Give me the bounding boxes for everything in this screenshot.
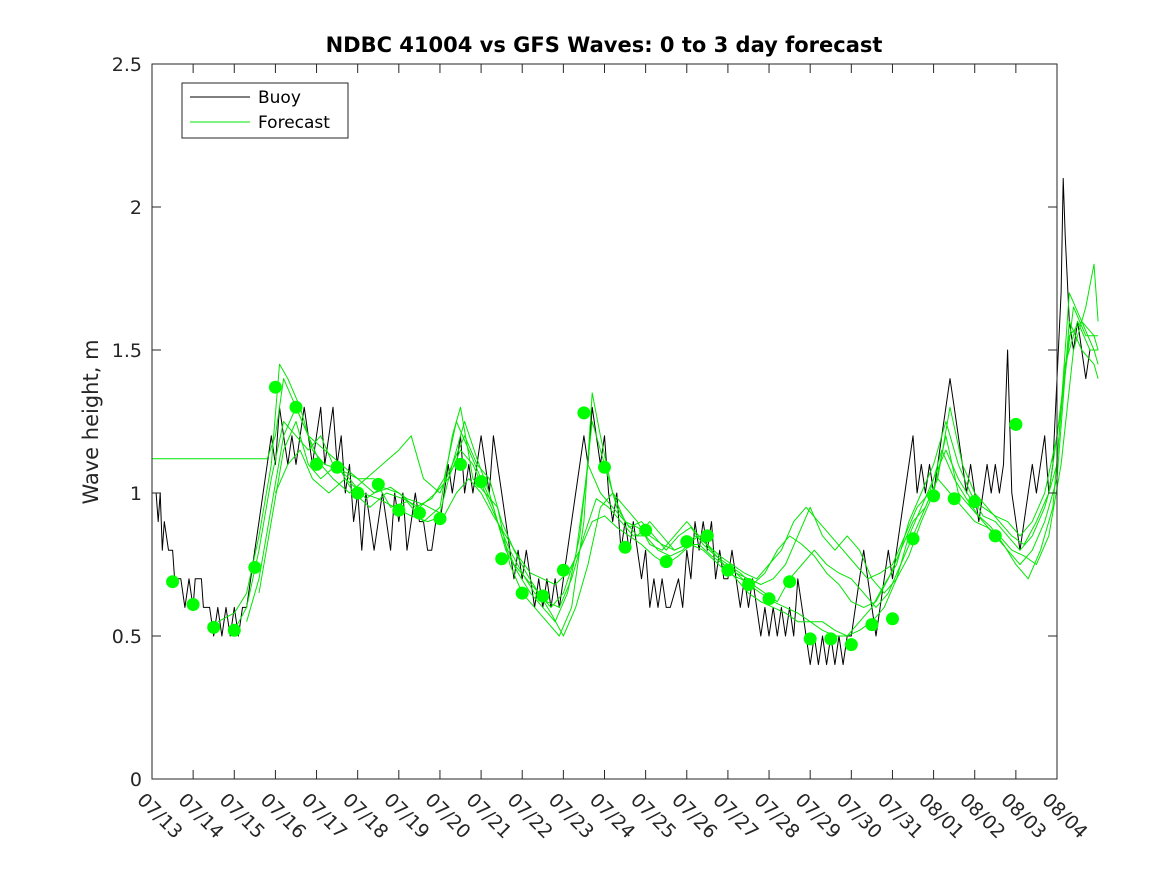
forecast-marker-5 [268,380,282,394]
forecast-marker-15 [474,475,488,489]
forecast-marker-22 [618,540,632,554]
forecast-marker-4 [248,560,262,574]
forecast-marker-41 [1009,417,1023,431]
forecast-series-line-4 [246,320,1099,637]
forecast-marker-26 [700,529,714,543]
legend-forecast-label: Forecast [258,113,330,133]
x-tick-label: 08/04 [1037,789,1091,843]
forecast-marker-25 [680,535,694,549]
forecast-marker-29 [762,592,776,606]
x-tick-label: 07/27 [708,789,762,843]
x-tick-label: 08/02 [955,789,1009,843]
x-tick-label: 07/29 [791,789,845,843]
forecast-marker-30 [783,575,797,589]
legend-box [181,82,349,139]
forecast-marker-18 [536,589,550,603]
forecast-marker-37 [927,489,941,503]
y-tick-label: 1 [130,483,142,505]
x-tick-label: 07/24 [585,789,639,843]
forecast-marker-28 [742,578,755,591]
forecast-marker-2 [207,620,221,634]
y-tick-label: 0 [130,769,142,791]
forecast-series-line-3 [233,306,1099,631]
x-tick-label: 08/03 [996,789,1050,843]
x-tick-label: 07/16 [256,789,310,843]
forecast-marker-14 [454,457,467,471]
forecast-marker-8 [330,460,344,474]
x-tick-label: 07/20 [420,789,474,843]
y-axis: 0 0.5 1 1.5 2 2.5 [112,54,1057,791]
y-tick-label: 2.5 [112,54,142,76]
x-tick-label: 07/28 [750,789,804,843]
x-tick-label: 07/14 [174,789,228,843]
forecast-marker-27 [721,563,735,577]
forecast-marker-24 [659,555,673,569]
x-tick-label: 07/23 [544,789,598,843]
x-tick-label: 07/13 [132,789,186,843]
forecast-marker-38 [947,492,961,506]
forecast-marker-20 [577,406,591,420]
forecast-marker-31 [803,632,817,646]
forecast-marker-39 [968,495,982,509]
x-tick-label: 07/30 [832,789,886,843]
forecast-marker-36 [906,532,920,546]
y-tick-label: 0.5 [112,626,142,648]
plot-markers [166,380,1023,652]
forecast-marker-35 [886,612,899,626]
x-tick-label: 07/26 [667,789,721,843]
forecast-marker-19 [556,563,570,577]
forecast-marker-17 [515,586,529,600]
y-axis-label: Wave height, m [79,339,103,504]
chart-title: NDBC 41004 vs GFS Waves: 0 to 3 day fore… [326,33,883,57]
forecast-marker-6 [289,400,303,414]
forecast-marker-1 [186,598,200,611]
plot-background [152,64,1057,779]
x-tick-label: 07/22 [503,789,557,843]
forecast-marker-7 [310,457,323,471]
legend-buoy-label: Buoy [258,88,301,108]
legend: Buoy Forecast [181,82,349,139]
x-tick-label: 07/19 [379,789,433,843]
x-tick-label: 07/21 [462,789,516,843]
x-tick-label: 08/01 [914,789,968,843]
forecast-marker-10 [371,477,385,491]
x-tick-label: 07/18 [338,789,392,843]
x-tick-label: 07/15 [215,789,269,843]
forecast-marker-13 [433,512,447,526]
forecast-marker-12 [412,506,426,520]
forecast-marker-23 [639,523,653,537]
forecast-marker-34 [865,618,879,632]
forecast-marker-11 [392,503,406,517]
forecast-marker-40 [988,529,1002,543]
y-tick-label: 2 [130,197,142,219]
forecast-marker-21 [598,460,611,474]
forecast-marker-9 [351,486,365,500]
y-tick-label: 1.5 [112,340,142,362]
forecast-marker-33 [844,638,858,652]
x-tick-label: 07/31 [873,789,927,843]
x-tick-label: 07/17 [297,789,351,843]
forecast-marker-3 [227,623,241,637]
forecast-marker-32 [824,632,838,646]
forecast-marker-16 [495,552,509,566]
forecast-marker-0 [166,575,180,589]
x-tick-label: 07/25 [626,789,680,843]
